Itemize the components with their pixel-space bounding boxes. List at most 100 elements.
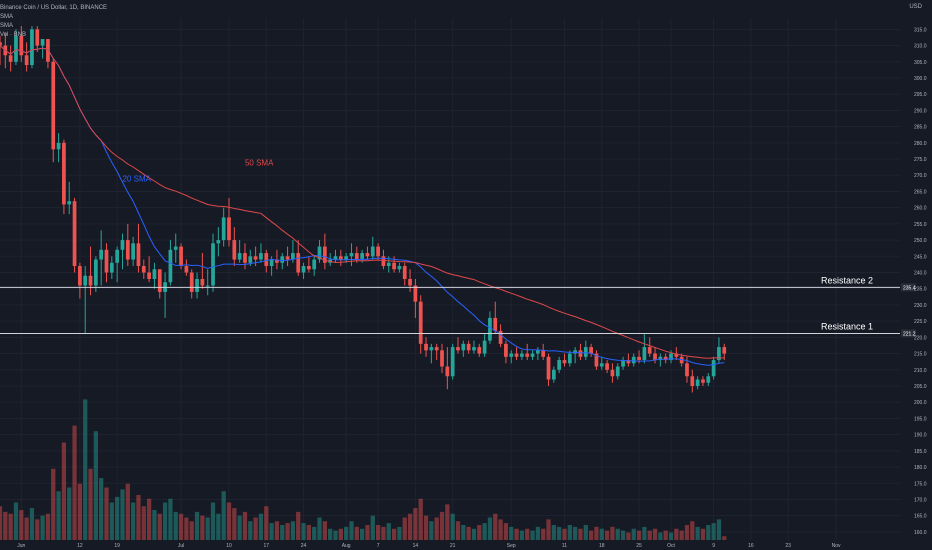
- candle-body: [583, 347, 588, 357]
- candle-body: [701, 379, 705, 383]
- volume-bar: [541, 528, 546, 540]
- volume-bar: [258, 513, 264, 540]
- candle-body: [221, 217, 226, 241]
- candle-body: [615, 366, 620, 377]
- volume-bar: [125, 483, 130, 540]
- volume-bar: [663, 530, 668, 540]
- candle-body: [109, 262, 114, 273]
- volume-bar: [567, 524, 572, 540]
- volume-bar: [684, 524, 690, 540]
- candle-body: [504, 343, 508, 357]
- candle-body: [717, 347, 721, 361]
- candle-body: [243, 253, 247, 263]
- volume-bar: [652, 528, 658, 540]
- volume-bar: [722, 536, 727, 540]
- price-tag-label: 221.2: [903, 331, 916, 337]
- x-tick-label: Aug: [342, 543, 351, 549]
- candle-body: [376, 246, 380, 257]
- currency-label: USD: [909, 4, 922, 10]
- candle-body: [637, 356, 641, 361]
- volume-bar: [146, 498, 152, 540]
- volume-bar: [674, 528, 679, 540]
- volume-bar: [296, 511, 301, 540]
- candle-body: [397, 266, 402, 270]
- volume-bar: [109, 502, 114, 540]
- candle-body: [51, 61, 56, 150]
- y-tick-label: 210.0: [914, 368, 927, 374]
- volume-bar: [599, 528, 604, 540]
- volume-bar: [93, 431, 98, 540]
- candle-body: [24, 55, 29, 66]
- volume-bar: [157, 513, 162, 540]
- candle-body: [317, 246, 322, 260]
- y-tick-label: 305.0: [914, 60, 927, 66]
- indicator-volume[interactable]: Vol · BNB: [0, 32, 27, 38]
- volume-bar: [690, 521, 695, 540]
- y-tick-label: 280.0: [914, 141, 927, 147]
- y-tick-label: 225.0: [914, 319, 927, 325]
- x-tick-label: 9: [712, 543, 715, 549]
- candle-body: [189, 272, 194, 292]
- indicator-sma-2[interactable]: SMA: [0, 23, 14, 29]
- candle-body: [349, 253, 354, 257]
- x-tick-label: Oct: [667, 543, 675, 549]
- volume-bar: [434, 517, 439, 540]
- volume-bar: [205, 517, 210, 540]
- candle-body: [83, 275, 88, 286]
- volume-bar: [24, 517, 29, 540]
- y-tick-label: 180.0: [914, 465, 927, 471]
- price-tag-label: 235.4: [903, 285, 916, 291]
- candle-body: [626, 360, 631, 364]
- candle-body: [141, 266, 146, 273]
- volume-bar: [29, 508, 35, 540]
- candle-body: [72, 201, 77, 267]
- candle-body: [232, 240, 237, 260]
- volume-bar: [530, 530, 535, 540]
- x-tick-label: Sep: [507, 543, 516, 549]
- y-tick-label: 300.0: [914, 76, 927, 82]
- indicator-sma-1[interactable]: SMA: [0, 14, 14, 20]
- y-tick-label: 285.0: [914, 125, 927, 131]
- candle-body: [642, 347, 647, 361]
- volume-bar: [642, 526, 647, 540]
- volume-bar: [557, 526, 562, 540]
- volume-bar: [344, 526, 349, 540]
- volume-bar: [45, 513, 51, 540]
- volume-bar: [397, 526, 402, 540]
- candle-body: [30, 29, 34, 66]
- candle-body: [413, 285, 418, 302]
- y-tick-label: 235.0: [914, 287, 927, 293]
- volume-bar: [173, 511, 178, 540]
- volume-bar: [604, 530, 610, 540]
- volume-bar: [573, 526, 578, 540]
- candle-body: [168, 249, 173, 283]
- volume-bar: [386, 523, 391, 540]
- candle-body: [211, 243, 215, 286]
- y-tick-label: 215.0: [914, 352, 927, 358]
- candle-body: [35, 29, 40, 46]
- y-tick-label: 290.0: [914, 108, 927, 114]
- sma-50-line: [0, 45, 725, 359]
- volume-bar: [615, 528, 620, 540]
- candle-body: [125, 240, 130, 260]
- x-tick-label: 24: [301, 543, 307, 549]
- candle-body: [567, 353, 572, 364]
- volume-bar: [19, 509, 24, 540]
- volume-bar: [360, 528, 365, 540]
- candle-body: [200, 279, 205, 286]
- y-tick-label: 315.0: [914, 27, 927, 33]
- volume-bars: [0, 399, 727, 540]
- y-tick-label: 260.0: [914, 206, 927, 212]
- candle-body: [157, 269, 162, 292]
- candle-body: [237, 253, 242, 260]
- candle-body: [514, 353, 519, 357]
- candle-body: [259, 253, 263, 260]
- volume-bar: [588, 530, 594, 540]
- volume-bar: [77, 483, 83, 540]
- candle-body: [88, 275, 93, 286]
- x-tick-label: 18: [599, 543, 605, 549]
- volume-bar: [706, 524, 711, 540]
- volume-bar: [242, 511, 248, 540]
